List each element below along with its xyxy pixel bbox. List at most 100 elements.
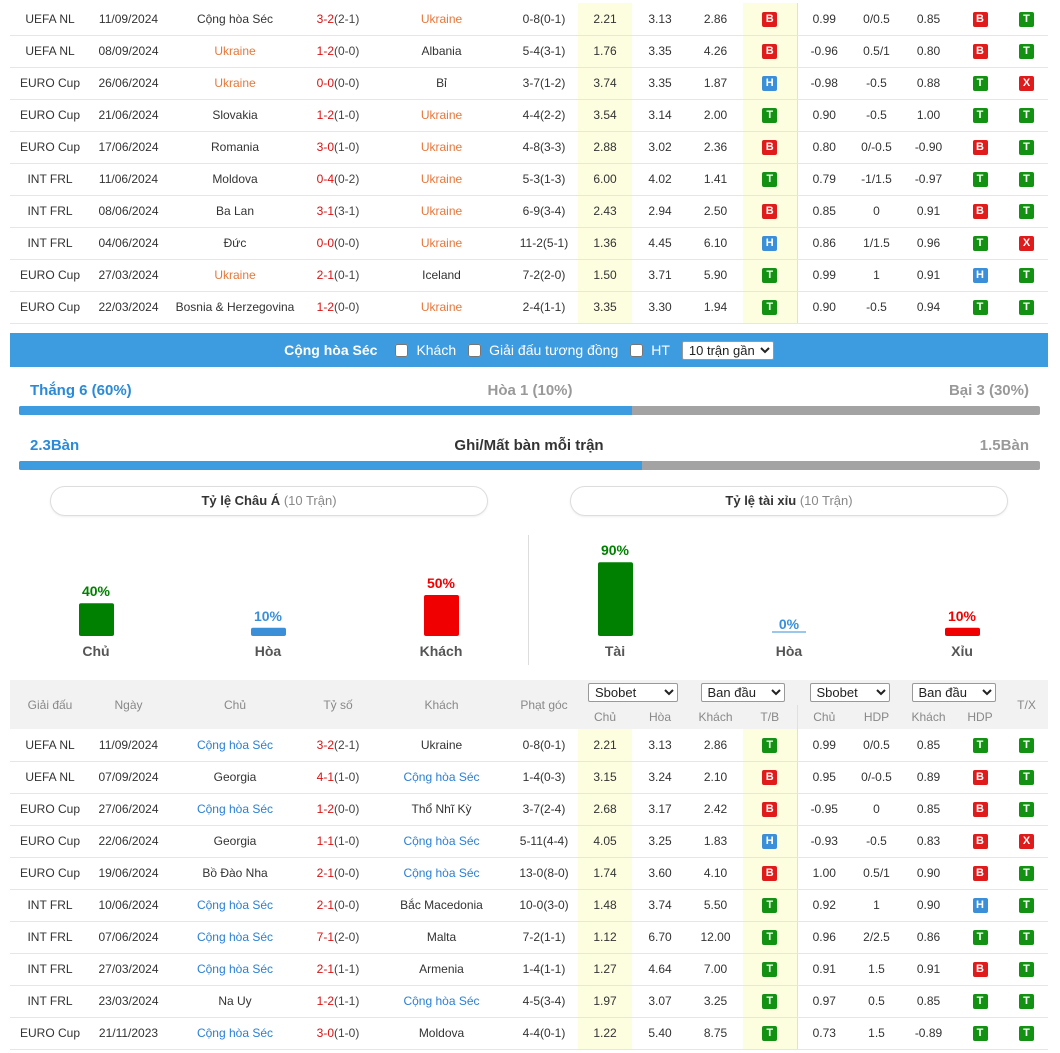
- result-badge: B: [762, 770, 778, 785]
- cell: 2.00: [688, 99, 743, 132]
- result-badge: T: [972, 172, 988, 187]
- match-row: INT FRL 08/06/2024 Ba Lan 3-1(3-1) Ukraine 6-…: [10, 195, 1048, 228]
- cell: 6.70: [632, 921, 688, 954]
- bookmaker-select[interactable]: Sbobet: [588, 683, 678, 702]
- cell: T: [955, 67, 1005, 100]
- half-time-score: (0-0): [334, 866, 360, 880]
- cell: T: [743, 1017, 797, 1050]
- cell: 1-2(0-0): [303, 291, 373, 324]
- match-row: EURO Cup 27/06/2024 Cộng hòa Séc 1-2(0-0) Th…: [10, 793, 1048, 826]
- team-name: Bắc Macedonia: [400, 898, 483, 912]
- cell-text: EURO Cup: [19, 300, 81, 314]
- odds-type-select[interactable]: Ban đầu: [911, 683, 996, 702]
- result-badge: T: [972, 108, 988, 123]
- cell: 1.5: [851, 1017, 902, 1050]
- cell: T: [1005, 1017, 1048, 1050]
- cell: B: [743, 761, 797, 794]
- cell: 26/06/2024: [90, 67, 167, 100]
- cell: Georgia: [167, 825, 303, 858]
- cell-text: 4-5(3-4): [522, 994, 566, 1008]
- cell-text: 0: [873, 204, 880, 218]
- cell-text: 0.95: [812, 770, 836, 784]
- cell-text: 6.10: [703, 236, 728, 250]
- score: 1-2: [316, 44, 334, 58]
- cell: 4-4(2-2): [510, 99, 578, 132]
- checkbox[interactable]: [468, 343, 482, 357]
- result-badge: T: [972, 1026, 988, 1041]
- cell: 2-1(0-1): [303, 259, 373, 292]
- match-count-select[interactable]: 10 trận gần: [681, 340, 774, 360]
- cell-text: 3.13: [648, 737, 672, 752]
- cell-text: 27/03/2024: [98, 962, 159, 976]
- option-label: Giải đấu tương đồng: [489, 342, 619, 358]
- cell-text: 1.22: [593, 1026, 617, 1040]
- cell: Bắc Macedonia: [373, 889, 510, 922]
- cell: 3.74: [632, 889, 688, 922]
- cell: 1-2(0-0): [303, 793, 373, 826]
- cell: Cộng hòa Séc: [167, 953, 303, 986]
- cell: 3.60: [632, 857, 688, 890]
- card-title: Tỷ lệ Châu Á: [201, 493, 281, 508]
- cell: 4-1(1-0): [303, 761, 373, 794]
- cell: 0.92: [796, 889, 851, 922]
- cell: T: [955, 291, 1005, 324]
- cell-text: 3.71: [648, 268, 672, 282]
- half-time-score: (0-0): [334, 44, 360, 58]
- score: 1-2: [316, 802, 334, 816]
- odds-type-select[interactable]: Ban đầu: [700, 683, 785, 702]
- cell: B: [955, 825, 1005, 858]
- cell: -0.5: [851, 67, 902, 100]
- cell-text: -0.89: [914, 1026, 943, 1040]
- cell: 10/06/2024: [90, 889, 167, 922]
- score: 3-1: [316, 204, 334, 218]
- cell: T: [955, 99, 1005, 132]
- cell: 1-2(1-1): [303, 985, 373, 1018]
- half-time-score: (0-2): [334, 172, 360, 186]
- team-name: Bosnia & Herzegovina: [175, 300, 295, 314]
- cell: 3.14: [632, 99, 688, 132]
- cell: 3.71: [632, 259, 688, 292]
- cell-text: 3.13: [648, 11, 672, 26]
- cell: 3.17: [632, 793, 688, 826]
- result-badge: T: [972, 994, 988, 1009]
- cell-text: 12.00: [700, 930, 731, 944]
- cell: T: [1005, 195, 1048, 228]
- cell-text: 11/06/2024: [98, 172, 159, 186]
- cell: Ukraine: [373, 131, 510, 164]
- bookmaker-select[interactable]: Sbobet: [809, 683, 890, 702]
- header-cell: Chủ: [167, 680, 303, 729]
- cell: T: [743, 291, 797, 324]
- card-subtitle: (10 Trận): [283, 493, 337, 508]
- result-badge: B: [762, 204, 778, 219]
- team-name: Ukraine: [214, 268, 256, 282]
- header-cell: Hòa: [632, 705, 688, 729]
- cell-text: 3.35: [593, 300, 617, 314]
- cell: 21/11/2023: [90, 1017, 167, 1050]
- result-badge: X: [1019, 76, 1034, 91]
- cell: 10-0(3-0): [510, 889, 578, 922]
- cell-text: 17/06/2024: [98, 140, 159, 154]
- result-badge: B: [972, 11, 988, 27]
- cell: 0.99: [796, 729, 851, 762]
- cell-text: 0.85: [916, 802, 941, 816]
- checkbox[interactable]: [630, 343, 644, 357]
- cell: T: [743, 889, 797, 922]
- cell-text: INT FRL: [27, 236, 73, 250]
- cell-text: 0-8(0-1): [522, 11, 566, 26]
- cell: B: [955, 195, 1005, 228]
- checkbox[interactable]: [395, 343, 409, 357]
- cell-text: 0-8(0-1): [522, 737, 566, 752]
- filter-bar: Cộng hòa Séc Khách Giải đấu tương đồng H…: [10, 333, 1048, 367]
- cell: 0.85: [902, 793, 955, 826]
- cell-text: 0.90: [812, 300, 836, 314]
- cell-text: 1.48: [593, 898, 617, 912]
- cell: 1.00: [902, 99, 955, 132]
- cell: -1/1.5: [851, 163, 902, 196]
- cell: UEFA NL: [10, 729, 90, 762]
- cell: 11/09/2024: [90, 729, 167, 762]
- cell: 2-1(1-1): [303, 953, 373, 986]
- cell: 7-1(2-0): [303, 921, 373, 954]
- cell: 08/06/2024: [90, 195, 167, 228]
- cell: 1.5: [851, 953, 902, 986]
- cell: B: [955, 761, 1005, 794]
